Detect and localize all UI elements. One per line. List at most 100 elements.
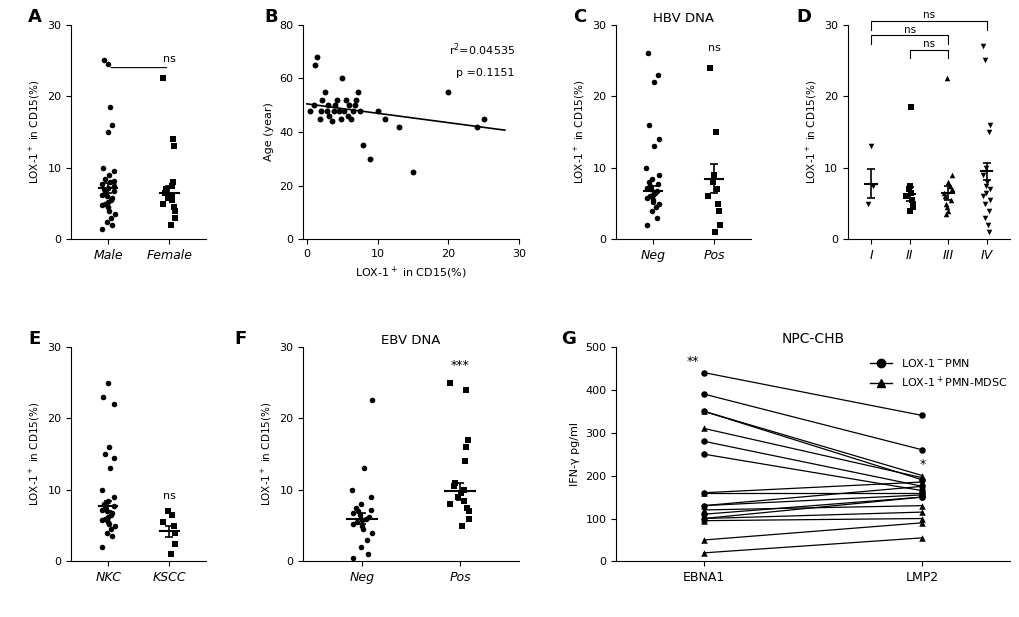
Point [701,63,717,73]
Legend: LOX-1$^-$PMN, LOX-1$^+$PMN-MDSC: LOX-1$^-$PMN, LOX-1$^+$PMN-MDSC [864,352,1011,394]
Point [166,213,182,223]
Point [343,485,360,495]
Point [913,473,929,482]
Point [96,449,112,459]
Text: ns: ns [903,25,915,35]
Point [977,188,994,198]
Point [157,188,173,198]
Point [355,141,371,151]
Point [458,442,474,452]
Point [94,224,110,234]
Point [94,505,110,515]
Point [645,77,661,87]
Point [695,513,711,523]
Point [695,423,711,433]
Point [640,177,656,187]
Point [648,213,664,223]
Point [405,167,421,177]
Point [316,87,332,97]
Point [105,186,121,196]
Point [348,517,365,527]
Point [641,191,657,201]
Point [639,48,655,58]
Point [458,385,474,395]
Point [94,515,110,525]
Point [340,101,357,110]
Point [106,181,122,191]
Point [913,488,929,498]
Point [709,199,726,209]
Point [102,102,118,112]
Point [457,457,473,466]
Point [354,515,370,525]
Point [95,163,111,173]
Text: p =0.1151: p =0.1151 [455,68,515,78]
Point [475,114,491,123]
Point [440,87,457,97]
Text: ns: ns [707,43,719,53]
Point [104,531,120,541]
Point [155,73,171,83]
Point [100,512,116,522]
Point [94,200,110,210]
Point [360,549,376,559]
Point [936,209,953,219]
Point [977,163,994,173]
Y-axis label: LOX-1$^+$ in CD15(%): LOX-1$^+$ in CD15(%) [28,80,42,184]
Point [165,202,181,212]
Text: ns: ns [922,10,934,20]
Point [468,122,484,131]
Point [913,492,929,502]
Point [100,59,116,69]
Point [695,509,711,519]
Text: ***: *** [450,359,469,372]
Point [901,181,917,191]
Point [864,181,880,191]
Y-axis label: LOX-1$^+$ in CD15(%): LOX-1$^+$ in CD15(%) [260,402,274,506]
Point [446,478,463,487]
Point [913,513,929,523]
Text: C: C [573,7,586,25]
Point [364,395,380,405]
Point [102,510,118,520]
Point [695,535,711,545]
Point [358,513,374,523]
Point [359,535,375,545]
Y-axis label: IFN-γ pg/ml: IFN-γ pg/ml [570,422,579,486]
Point [344,520,361,529]
Point [977,181,994,191]
Point [644,190,660,200]
X-axis label: LOX-1$^+$ in CD15(%): LOX-1$^+$ in CD15(%) [355,265,467,281]
Point [163,190,179,200]
Point [327,101,343,110]
Point [352,510,368,520]
Point [333,73,350,83]
Point [708,184,725,194]
Point [100,202,116,212]
Point [695,516,711,526]
Point [859,199,875,209]
Point [897,191,913,201]
Point [166,539,182,549]
Text: r$^2$=0.04535: r$^2$=0.04535 [448,42,515,59]
Point [162,220,178,230]
Point [97,513,113,523]
Point [314,95,330,105]
Point [328,95,344,105]
Point [941,181,957,191]
Point [100,378,116,387]
Point [913,486,929,495]
Point [645,197,661,207]
Title: NPC-CHB: NPC-CHB [781,331,844,346]
Point [165,135,181,144]
Point [353,499,369,509]
Text: B: B [264,7,278,25]
Point [913,481,929,491]
Point [646,188,662,198]
Point [166,528,182,538]
Point [97,503,113,513]
Point [977,177,994,187]
Point [390,122,407,131]
Point [321,111,337,121]
Point [318,106,334,115]
